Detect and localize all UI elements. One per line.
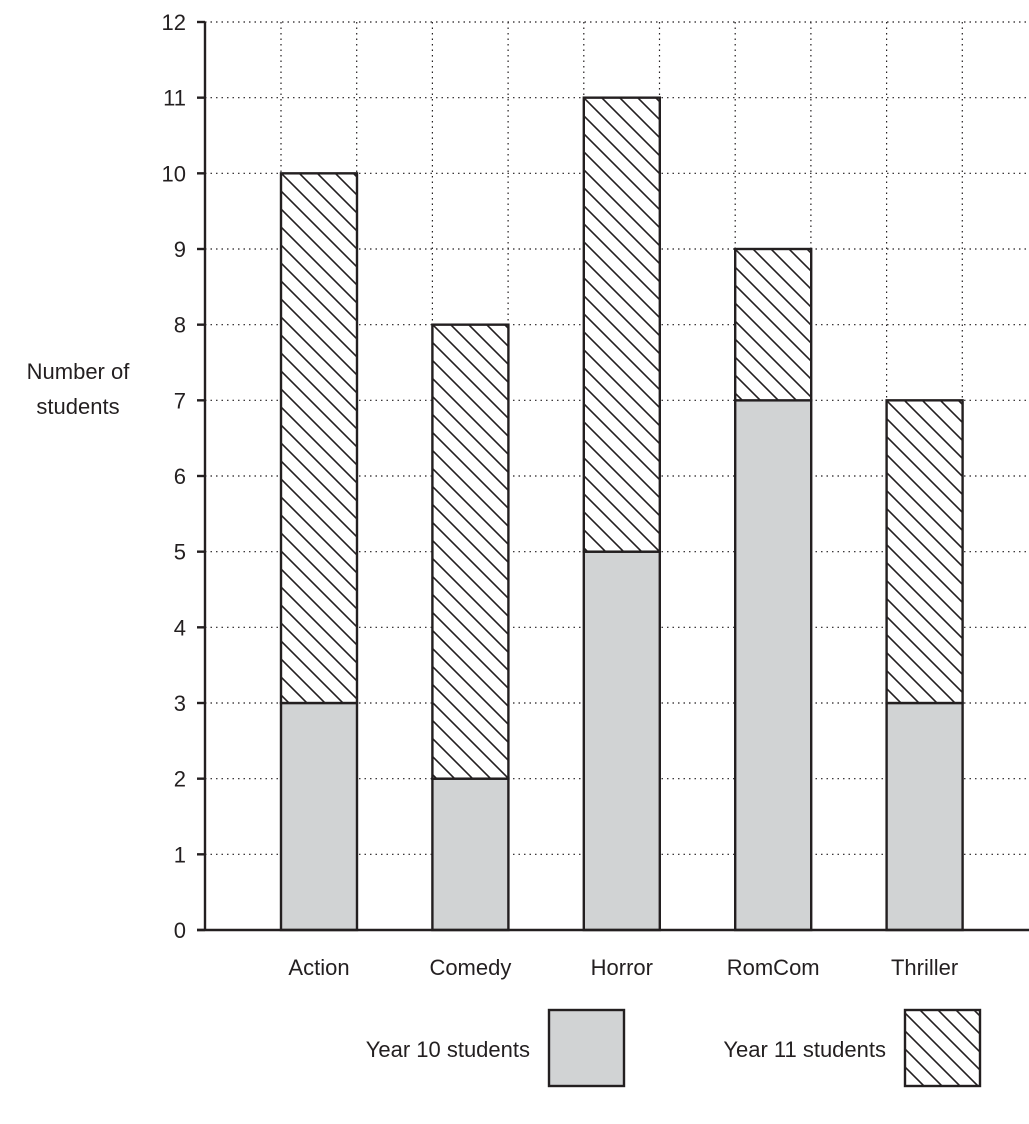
legend-swatch-year-11-students <box>903 1008 982 1088</box>
y-tick-label-5: 5 <box>174 540 186 565</box>
bar-action-year-10-students <box>279 701 359 932</box>
x-tick-labels: Action Comedy Horror RomCom Thriller <box>288 955 958 980</box>
x-tick-label-romcom: RomCom <box>727 955 820 980</box>
y-tick-label-2: 2 <box>174 767 186 792</box>
x-tick-label-horror: Horror <box>591 955 653 980</box>
bar-comedy-year-10-students <box>431 777 510 932</box>
y-tick-label-1: 1 <box>174 842 186 867</box>
y-tick-label-8: 8 <box>174 313 186 338</box>
y-tick-label-9: 9 <box>174 237 186 262</box>
y-tick-label-7: 7 <box>174 388 186 413</box>
legend-swatch-year-10-students <box>547 1008 626 1088</box>
bar-thriller-year-11-students <box>885 399 964 705</box>
y-axis-title-line-2: students <box>36 394 119 419</box>
y-axis-title-line-1: Number of <box>27 359 131 384</box>
y-tick-label-10: 10 <box>162 161 186 186</box>
x-tick-label-thriller: Thriller <box>891 955 958 980</box>
y-tick-label-4: 4 <box>174 615 186 640</box>
y-tick-label-11: 11 <box>163 86 186 111</box>
y-tick-label-0: 0 <box>174 918 186 943</box>
bar-horror-year-10-students <box>582 550 661 932</box>
y-tick-label-6: 6 <box>174 464 186 489</box>
legend: Year 10 students Year 11 students <box>366 1008 982 1088</box>
bars <box>279 96 964 932</box>
y-tick-label-12: 12 <box>162 10 186 35</box>
legend-label-year-11-students: Year 11 students <box>723 1037 886 1062</box>
bar-comedy-year-11-students <box>431 323 510 780</box>
bar-thriller-year-10-students <box>885 701 964 932</box>
bar-romcom-year-10-students <box>734 399 813 932</box>
bar-romcom-year-11-students <box>734 247 813 402</box>
bar-horror-year-11-students <box>582 96 661 553</box>
axes <box>197 20 1029 932</box>
x-tick-label-comedy: Comedy <box>429 955 511 980</box>
x-tick-label-action: Action <box>288 955 349 980</box>
bar-action-year-11-students <box>279 172 359 705</box>
y-tick-label-3: 3 <box>174 691 186 716</box>
legend-label-year-10-students: Year 10 students <box>366 1037 530 1062</box>
